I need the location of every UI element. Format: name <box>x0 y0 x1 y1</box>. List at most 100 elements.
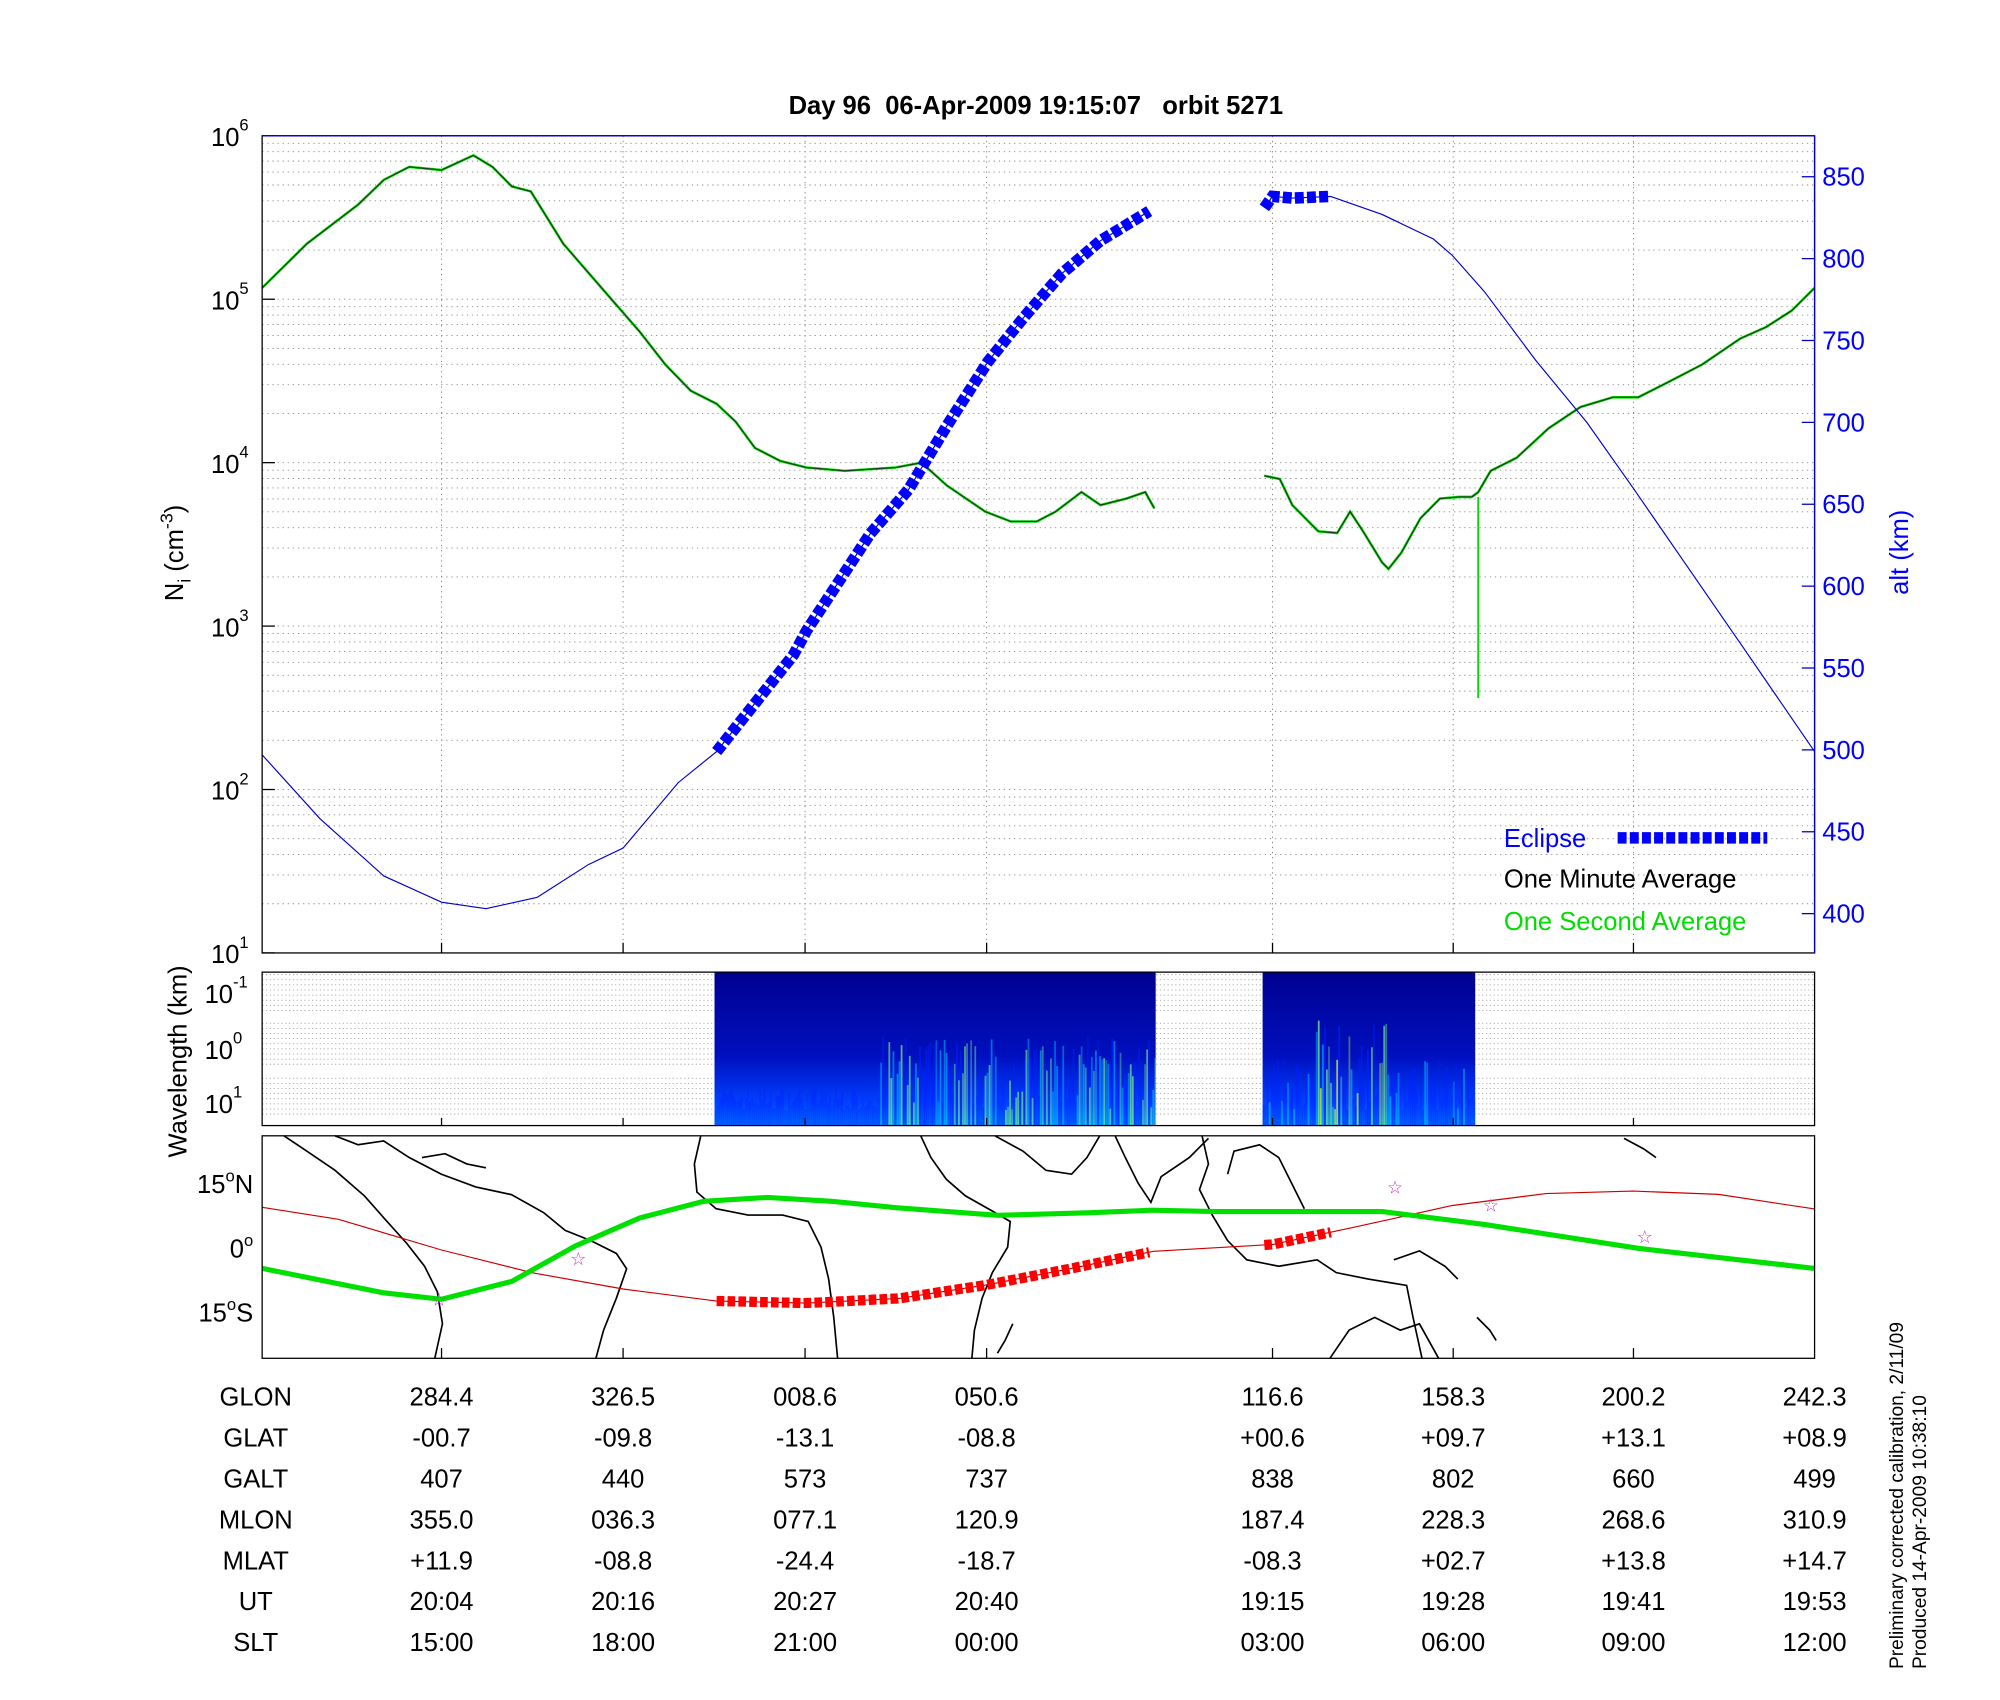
spectrogram-streak <box>1407 1083 1410 1126</box>
spectrogram-streak <box>1366 1049 1369 1126</box>
spectrogram-streak <box>835 1088 838 1126</box>
spectrogram-streak <box>960 1050 962 1126</box>
satellite-track-line <box>262 1190 1815 1304</box>
spectrogram-streak <box>884 1087 887 1126</box>
spectrogram-streak <box>1056 1066 1058 1126</box>
spectrogram-streak <box>982 1106 985 1126</box>
table-row-label: GALT <box>223 1465 288 1493</box>
spectrogram-streak <box>1434 1073 1437 1126</box>
spectrogram-streak <box>878 1097 880 1126</box>
spectrogram-streak <box>931 1080 934 1126</box>
spectrogram-streak <box>951 1091 954 1126</box>
spectrogram-streak <box>1101 1059 1104 1126</box>
table-cell: 573 <box>784 1465 827 1493</box>
spectrogram-streak <box>1266 1071 1269 1126</box>
spectrogram-streak <box>839 1098 842 1126</box>
table-cell: 242.3 <box>1783 1384 1847 1412</box>
coast-east-asia <box>1226 1143 1306 1210</box>
spectrogram-streak <box>855 1096 858 1126</box>
spectrogram-streak <box>849 1108 852 1126</box>
spectrogram-streak <box>1264 1105 1267 1126</box>
legend-second-label: One Second Average <box>1504 908 1747 936</box>
table-cell: 440 <box>602 1465 645 1493</box>
altitude-line <box>1263 195 1816 752</box>
spectrogram-streak <box>1469 1098 1472 1126</box>
spectrogram-streak <box>1321 1044 1324 1126</box>
spectrogram-streak <box>853 1088 856 1126</box>
spectrogram-streak <box>1387 1074 1390 1126</box>
y-tick-label: 103 <box>211 606 249 642</box>
spectrogram-frame <box>261 971 1816 1127</box>
spectrogram-streak <box>1107 1063 1110 1126</box>
spectrogram-streak <box>1062 1045 1065 1126</box>
map-frame <box>261 1135 1816 1359</box>
spectrogram-streak <box>947 1066 950 1126</box>
map-series: ☆ ☆ ☆ ☆ ☆ <box>261 1178 1815 1359</box>
table-cell: 284.4 <box>410 1384 474 1412</box>
table-cell: 158.3 <box>1421 1384 1485 1412</box>
spectrogram-streak <box>1454 1064 1457 1126</box>
spectrogram-streak <box>1332 1107 1334 1126</box>
spectrogram-streak <box>1105 1060 1108 1126</box>
spectrogram-streak <box>945 1052 948 1126</box>
y-tick-label: 105 <box>211 279 249 315</box>
spectrogram-streak <box>824 1093 827 1126</box>
spectrogram-streak <box>1270 1078 1273 1126</box>
spectrogram-streak <box>722 1091 725 1126</box>
spectrogram-streak <box>1301 1105 1304 1126</box>
spectrogram-streak <box>1144 1064 1146 1126</box>
one-minute-average-line <box>1264 287 1815 570</box>
star-marker: ☆ <box>1637 1227 1653 1247</box>
spectrogram-streak <box>925 1049 928 1126</box>
spectrogram-streak <box>773 1108 776 1126</box>
table-cell: -00.7 <box>412 1425 470 1453</box>
spectrogram-streak <box>923 1066 925 1126</box>
one-second-average-line <box>1264 286 1816 571</box>
spectrogram-streak <box>1422 1109 1424 1126</box>
spectrogram-streak <box>996 1070 999 1126</box>
spectrogram-streak <box>769 1090 772 1126</box>
spectrogram-streak <box>1000 1084 1003 1126</box>
spectrogram-streak <box>966 1043 968 1126</box>
eclipse-segment <box>712 206 1153 756</box>
table-cell: -08.8 <box>957 1425 1015 1453</box>
table-cell: 355.0 <box>410 1506 474 1534</box>
spectrogram-streak <box>1338 1025 1341 1126</box>
spectrogram-streak <box>1350 1069 1353 1126</box>
spectrogram-streak <box>980 1074 983 1126</box>
eclipse-track-segment <box>1263 1227 1332 1251</box>
spectrogram-streak <box>976 1095 979 1126</box>
spectrogram-streak <box>1121 1087 1124 1126</box>
spectrogram-streak <box>820 1089 823 1126</box>
spectrogram-streak <box>1326 1069 1328 1126</box>
table-cell: -18.7 <box>957 1547 1015 1575</box>
spectrogram-streak <box>1274 1074 1277 1126</box>
table-cell: +00.6 <box>1240 1425 1305 1453</box>
spectrogram-streak <box>1035 1049 1038 1126</box>
table-cell: 20:16 <box>591 1588 655 1616</box>
spectrogram-streak <box>892 1051 895 1126</box>
table-cell: 03:00 <box>1241 1629 1305 1657</box>
spectrogram-streak <box>1025 1049 1028 1126</box>
spectrogram-streak <box>1309 1066 1312 1126</box>
spectrogram-streak <box>1019 1086 1022 1126</box>
y2-tick-label: 500 <box>1822 737 1865 765</box>
spectrogram-streak <box>1420 1080 1422 1126</box>
spectrogram-streak <box>1416 1091 1418 1126</box>
spectrogram-streak <box>1340 1076 1343 1126</box>
coast-madagascar <box>996 1323 1014 1354</box>
table-cell: +13.1 <box>1601 1425 1666 1453</box>
table-cell: 19:41 <box>1601 1588 1665 1616</box>
spectrogram-streak <box>1440 1099 1443 1126</box>
spectrogram-streak <box>833 1098 835 1126</box>
spectrogram-streak <box>728 1091 731 1126</box>
spectrogram-streak <box>863 1107 866 1126</box>
spectrogram-streak <box>827 1103 829 1126</box>
spectrogram-streak <box>1029 1057 1032 1126</box>
spectrogram-streak <box>1291 1088 1294 1126</box>
table-cell: 737 <box>965 1465 1008 1493</box>
spectrogram-streak <box>1456 1108 1459 1126</box>
y2-tick-label: 400 <box>1822 901 1865 929</box>
spectrogram-streak <box>1093 1070 1095 1126</box>
spectrogram-streak <box>1052 1091 1054 1126</box>
